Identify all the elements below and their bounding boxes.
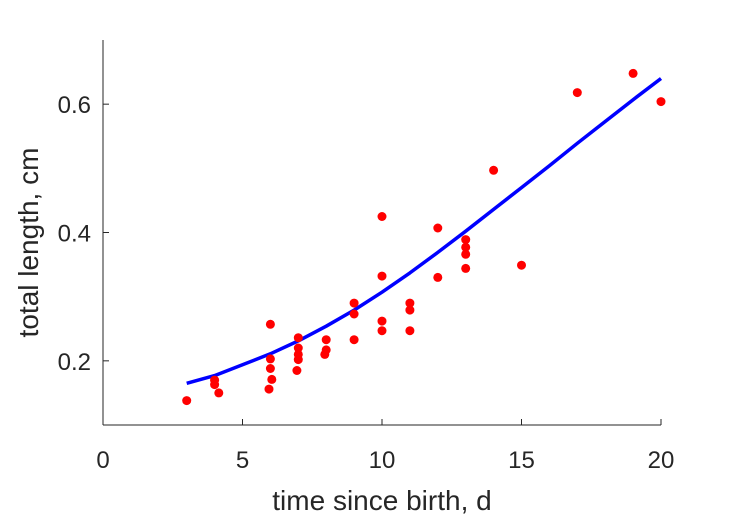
y-axis-label: total length, cm xyxy=(13,148,44,338)
data-point xyxy=(293,333,303,343)
x-tick-label: 15 xyxy=(508,447,535,474)
data-point xyxy=(210,380,220,390)
x-tick-label: 10 xyxy=(369,447,396,474)
data-point xyxy=(377,326,387,336)
data-point xyxy=(433,223,443,233)
data-point xyxy=(267,374,277,384)
fit-layer xyxy=(186,77,663,385)
y-tick-label: 0.2 xyxy=(58,349,91,376)
data-point xyxy=(377,316,387,326)
data-point xyxy=(349,298,359,308)
data-point xyxy=(656,97,666,107)
y-tick-label: 0.6 xyxy=(58,92,91,119)
data-point xyxy=(405,326,415,336)
data-point xyxy=(572,88,582,98)
y-ticks: 0.2 0.4 0.6 xyxy=(58,92,109,376)
data-point xyxy=(377,271,387,281)
data-point xyxy=(292,366,302,375)
data-point xyxy=(265,364,275,373)
data-point xyxy=(265,319,275,329)
data-point xyxy=(517,260,526,270)
data-point xyxy=(377,212,387,221)
points-layer xyxy=(182,68,666,406)
data-point xyxy=(349,335,359,345)
data-point xyxy=(293,343,303,353)
data-point xyxy=(321,335,331,345)
x-tick-label: 20 xyxy=(648,447,675,474)
data-point xyxy=(182,396,192,406)
axes-layer xyxy=(102,40,661,426)
data-point xyxy=(489,165,499,175)
fit-curve-line xyxy=(186,77,663,385)
data-point xyxy=(628,68,638,78)
x-axis-label: time since birth, d xyxy=(272,485,491,516)
data-point xyxy=(461,242,471,252)
x-tick-label: 0 xyxy=(96,447,109,474)
data-point xyxy=(349,309,359,319)
data-point xyxy=(214,388,224,398)
x-ticks: 0 5 10 15 20 xyxy=(96,419,674,474)
x-tick-label: 5 xyxy=(236,447,249,474)
y-tick-label: 0.4 xyxy=(58,221,91,248)
data-point xyxy=(405,305,415,315)
data-point xyxy=(293,355,303,365)
data-point xyxy=(320,349,330,359)
data-point xyxy=(461,235,471,245)
data-point xyxy=(461,263,471,273)
data-point xyxy=(405,298,415,308)
data-point xyxy=(265,354,275,364)
data-point xyxy=(264,384,274,394)
data-point xyxy=(461,249,471,259)
data-point xyxy=(433,272,443,282)
